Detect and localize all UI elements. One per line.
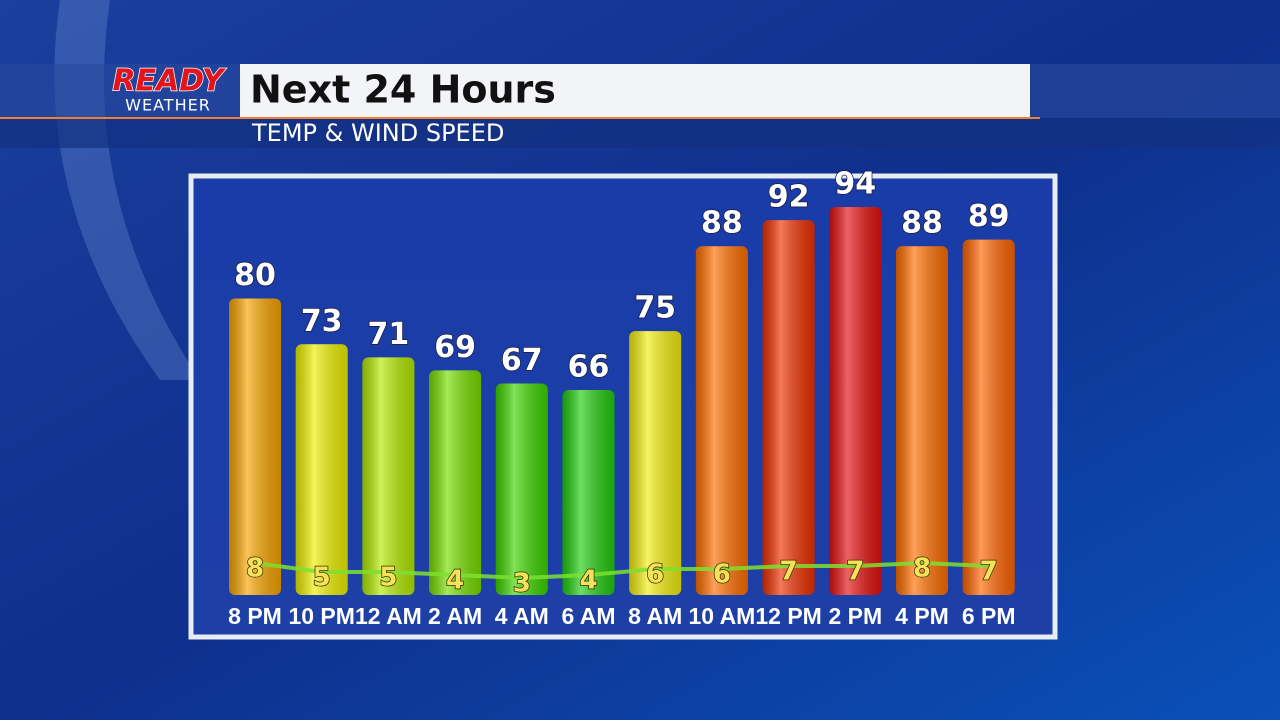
- temp-label: 89: [968, 199, 1010, 234]
- wind-label: 5: [379, 563, 397, 593]
- x-tick-label: 12 PM: [755, 603, 821, 629]
- bar-shine: [629, 331, 682, 595]
- subtitle-band: [0, 118, 1280, 148]
- x-tick-label: 4 PM: [895, 603, 949, 629]
- logo-top: READY: [112, 64, 226, 99]
- bar-shine: [962, 239, 1015, 595]
- wind-label: 6: [713, 560, 731, 590]
- x-tick-label: 6 PM: [962, 603, 1016, 629]
- bar-shine: [429, 370, 482, 595]
- wind-label: 5: [313, 563, 331, 593]
- bar-shine: [495, 383, 548, 595]
- wind-line: [254, 560, 989, 581]
- x-tick-label: 8 PM: [228, 603, 282, 629]
- wind-label: 6: [646, 560, 664, 590]
- title-band: [240, 64, 1030, 118]
- temp-label: 69: [434, 330, 476, 365]
- bar-shine: [295, 344, 348, 595]
- x-tick-label: 12 AM: [355, 603, 422, 629]
- x-tick-label: 2 AM: [428, 603, 482, 629]
- logo-bottom: WEATHER: [125, 96, 211, 115]
- wind-label: 8: [246, 554, 264, 584]
- temp-label: 94: [834, 167, 876, 202]
- temp-label: 88: [901, 206, 943, 241]
- x-tick-label: 10 AM: [688, 603, 755, 629]
- bar-shine: [362, 357, 415, 595]
- bar-shine: [695, 246, 748, 595]
- x-tick-label: 4 AM: [495, 603, 549, 629]
- wind-label: 3: [513, 569, 531, 599]
- bar-shine: [896, 246, 948, 595]
- bar-shine: [229, 298, 281, 595]
- wind-label: 4: [446, 566, 464, 596]
- wind-label: 4: [579, 566, 597, 596]
- bar-shine: [762, 220, 815, 596]
- x-tick-label: 8 AM: [628, 603, 682, 629]
- temp-label: 80: [234, 258, 276, 293]
- wind-label: 7: [980, 557, 998, 587]
- wind-label: 7: [846, 557, 864, 587]
- wind-label: 7: [780, 557, 798, 587]
- temp-label: 88: [701, 206, 743, 241]
- temp-label: 75: [634, 291, 676, 326]
- chart-subtitle: TEMP & WIND SPEED: [251, 119, 504, 147]
- bar-shine: [829, 207, 882, 595]
- x-tick-label: 2 PM: [828, 603, 882, 629]
- temp-label: 67: [501, 343, 543, 378]
- chart-title: Next 24 Hours: [250, 68, 556, 112]
- temp-label: 66: [568, 350, 610, 385]
- temp-label: 92: [768, 180, 810, 215]
- temp-label: 71: [368, 317, 410, 352]
- x-tick-label: 6 AM: [561, 603, 615, 629]
- wind-label: 8: [913, 554, 931, 584]
- bar-shine: [562, 390, 615, 595]
- x-tick-label: 10 PM: [288, 603, 354, 629]
- temp-label: 73: [301, 304, 343, 339]
